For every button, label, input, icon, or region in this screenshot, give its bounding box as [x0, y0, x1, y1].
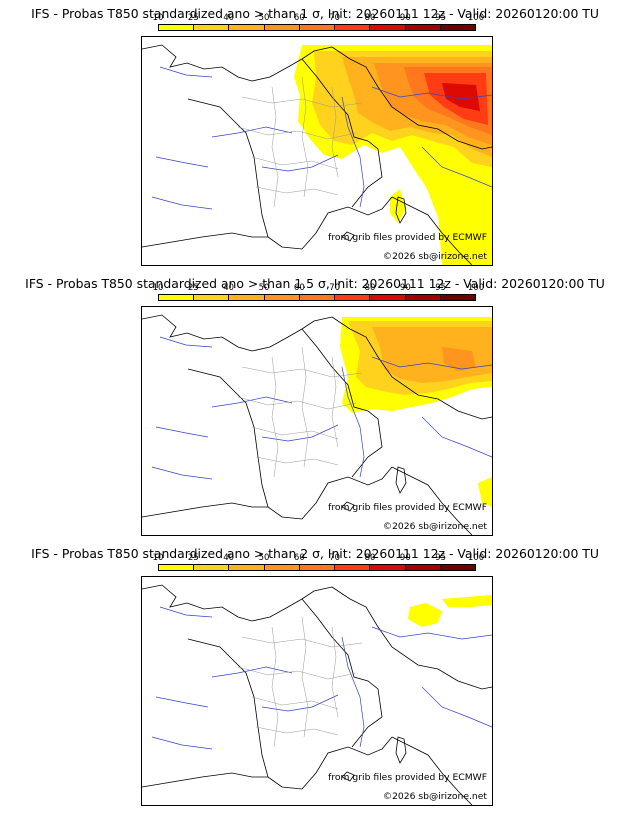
- colorbar-tick-label: 10: [152, 283, 164, 293]
- colorbar-swatch: [335, 565, 371, 570]
- colorbar-tick-label: 10: [152, 13, 164, 23]
- colorbar-tick-label: 50: [258, 13, 270, 23]
- colorbar-swatch: [370, 25, 406, 30]
- colorbar-tick-label: 90: [399, 13, 411, 23]
- colorbar-swatch: [229, 565, 265, 570]
- colorbar-tick-label: 80: [364, 283, 376, 293]
- colorbar-swatch: [194, 25, 230, 30]
- colorbar-tick-label: 90: [399, 283, 411, 293]
- colorbar-swatch: [370, 565, 406, 570]
- colorbar-swatch: [440, 565, 475, 570]
- map-graphic: [142, 314, 492, 535]
- panel-title: IFS - Probas T850 standardized ano > tha…: [31, 6, 599, 21]
- colorbar-tick-label: 60: [293, 13, 305, 23]
- colorbar-swatch: [159, 565, 195, 570]
- colorbar-swatch: [335, 295, 371, 300]
- colorbar-tick-label: 40: [223, 553, 235, 563]
- colorbar-swatch: [229, 295, 265, 300]
- data-source-credit: from grib files provided by ECMWF: [328, 502, 487, 513]
- probability-fill: [408, 595, 492, 627]
- colorbar-swatch: [299, 295, 336, 300]
- colorbar-tick-label: 60: [293, 283, 305, 293]
- colorbar-tick-label: 25: [187, 13, 199, 23]
- colorbar-tick-label: 70: [329, 553, 341, 563]
- colorbar-swatch: [194, 565, 230, 570]
- colorbar-tick-label: 80: [364, 13, 376, 23]
- rivers: [151, 336, 492, 480]
- rivers: [151, 66, 492, 210]
- coastlines-and-borders: [142, 44, 492, 265]
- colorbar-ticks: 10 25 40 50 60 70 80 90 95 100: [153, 283, 485, 293]
- colorbar-swatch: [264, 565, 300, 570]
- colorbar-swatch: [299, 25, 336, 30]
- admin-boundaries: [237, 616, 363, 748]
- colorbar-tick-label: 100: [467, 13, 485, 23]
- probability-map: from grib files provided by ECMWF ©2026 …: [141, 306, 493, 536]
- coastlines-and-borders: [142, 584, 492, 805]
- colorbar-swatch: [440, 295, 475, 300]
- colorbar-swatch: [405, 25, 441, 30]
- colorbar-tick-label: 40: [223, 283, 235, 293]
- probability-panel-1-5-sigma: IFS - Probas T850 standardized ano > tha…: [0, 270, 630, 538]
- colorbar-tick-label: 90: [399, 553, 411, 563]
- colorbar-tick-label: 95: [435, 283, 447, 293]
- colorbar-tick-label: 40: [223, 13, 235, 23]
- copyright-credit: ©2026 sb@irizone.net: [382, 251, 487, 262]
- colorbar-swatch: [194, 295, 230, 300]
- colorbar-tick-label: 25: [187, 553, 199, 563]
- data-source-credit: from grib files provided by ECMWF: [328, 772, 487, 783]
- copyright-credit: ©2026 sb@irizone.net: [382, 521, 487, 532]
- colorbar-swatch: [159, 295, 195, 300]
- probability-map: from grib files provided by ECMWF ©2026 …: [141, 36, 493, 266]
- data-source-credit: from grib files provided by ECMWF: [328, 232, 487, 243]
- colorbar-tick-label: 100: [467, 553, 485, 563]
- copyright-credit: ©2026 sb@irizone.net: [382, 791, 487, 802]
- colorbar-tick-label: 95: [435, 553, 447, 563]
- colorbar-swatch: [405, 565, 441, 570]
- colorbar: [158, 24, 476, 31]
- probability-fill: [294, 45, 492, 265]
- admin-boundaries: [237, 346, 363, 478]
- colorbar: [158, 294, 476, 301]
- colorbar-swatch: [229, 25, 265, 30]
- colorbar-tick-label: 95: [435, 13, 447, 23]
- colorbar: [158, 564, 476, 571]
- colorbar-swatch: [264, 25, 300, 30]
- probability-panel-1-sigma: IFS - Probas T850 standardized ano > tha…: [0, 0, 630, 268]
- colorbar-swatch: [405, 295, 441, 300]
- colorbar-tick-label: 70: [329, 283, 341, 293]
- colorbar-swatch: [370, 295, 406, 300]
- admin-boundaries: [237, 76, 363, 208]
- map-graphic: [142, 584, 492, 805]
- colorbar-tick-label: 50: [258, 553, 270, 563]
- colorbar-ticks: 10 25 40 50 60 70 80 90 95 100: [153, 553, 485, 563]
- colorbar-tick-label: 60: [293, 553, 305, 563]
- colorbar-swatch: [159, 25, 195, 30]
- colorbar-swatch: [440, 25, 475, 30]
- panel-title: IFS - Probas T850 standardized ano > tha…: [31, 546, 599, 561]
- probability-fill: [340, 317, 492, 507]
- colorbar-tick-label: 50: [258, 283, 270, 293]
- colorbar-swatch: [299, 565, 336, 570]
- map-graphic: [142, 44, 492, 265]
- colorbar-tick-label: 100: [467, 283, 485, 293]
- panel-title: IFS - Probas T850 standardized ano > tha…: [25, 276, 605, 291]
- colorbar-tick-label: 80: [364, 553, 376, 563]
- coastlines-and-borders: [142, 314, 492, 535]
- colorbar-tick-label: 25: [187, 283, 199, 293]
- rivers: [151, 606, 492, 750]
- colorbar-swatch: [335, 25, 371, 30]
- probability-map: from grib files provided by ECMWF ©2026 …: [141, 576, 493, 806]
- colorbar-ticks: 10 25 40 50 60 70 80 90 95 100: [153, 13, 485, 23]
- colorbar-tick-label: 10: [152, 553, 164, 563]
- probability-panel-2-sigma: IFS - Probas T850 standardized ano > tha…: [0, 540, 630, 808]
- colorbar-swatch: [264, 295, 300, 300]
- colorbar-tick-label: 70: [329, 13, 341, 23]
